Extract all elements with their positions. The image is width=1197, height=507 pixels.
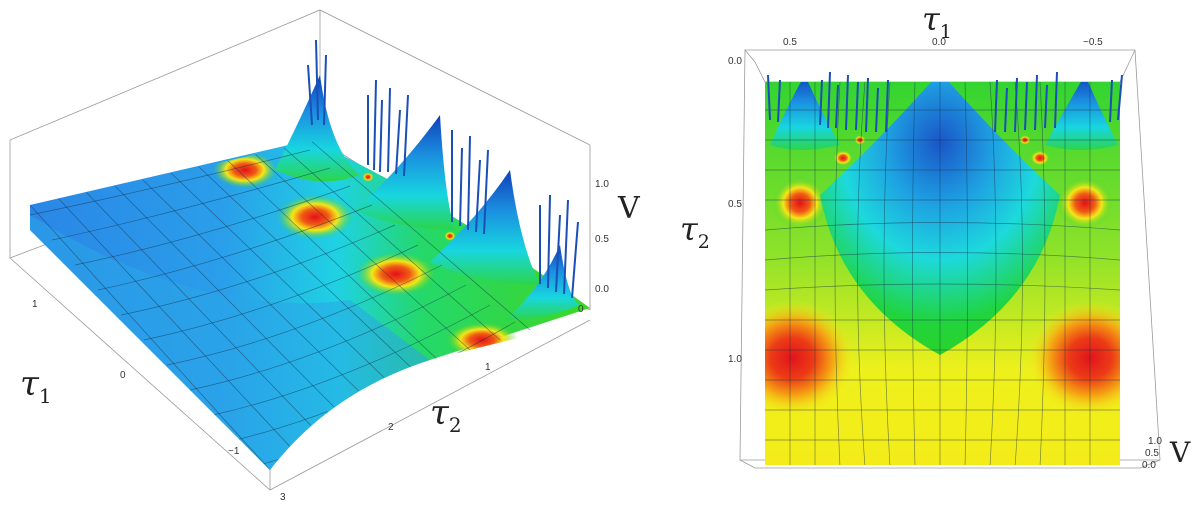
right-v-tick: 0.5 bbox=[1145, 448, 1159, 459]
left-tau1-tick: 1 bbox=[32, 299, 38, 310]
right-3d-surface-plot: 0.5 0.0 −0.5 0.0 0.5 1.0 1.0 0.5 0.0 τ1 … bbox=[680, 0, 1191, 471]
left-v-axis-label: V bbox=[617, 191, 641, 226]
right-tau1-axis-label: τ1 bbox=[922, 0, 952, 43]
left-tau1-tick: 0 bbox=[120, 370, 126, 381]
right-tau2-axis-label: τ2 bbox=[680, 210, 710, 253]
right-tau1-tick: −0.5 bbox=[1083, 37, 1103, 48]
right-tau1-ticks: 0.5 0.0 −0.5 bbox=[783, 37, 1103, 48]
left-spikes bbox=[307, 39, 579, 299]
right-v-ticks: 1.0 0.5 0.0 bbox=[1142, 436, 1162, 471]
right-tau1-tick: 0.5 bbox=[783, 37, 797, 48]
left-tau2-tick: 2 bbox=[388, 422, 394, 433]
left-tau1-axis-label: τ1 bbox=[20, 364, 52, 408]
left-v-ticks: 1.0 0.5 0.0 bbox=[595, 179, 609, 295]
right-surface bbox=[765, 82, 1120, 465]
left-v-tick: 0.5 bbox=[595, 234, 609, 245]
left-v-tick: 1.0 bbox=[595, 179, 609, 190]
left-surface-slope bbox=[30, 215, 430, 470]
right-tau2-tick: 0.0 bbox=[728, 56, 742, 67]
right-tau2-tick: 0.5 bbox=[728, 199, 742, 210]
right-spikes bbox=[767, 71, 1123, 133]
right-tau2-ticks: 0.0 0.5 1.0 bbox=[728, 56, 742, 365]
left-3d-surface-plot: 1 0 −1 0 1 2 3 1.0 0.5 0.0 τ1 τ2 V bbox=[9, 9, 641, 503]
right-v-axis-label: V bbox=[1169, 436, 1191, 469]
left-tau2-axis-label: τ2 bbox=[430, 393, 462, 437]
right-v-tick: 1.0 bbox=[1148, 436, 1162, 447]
right-mesh bbox=[765, 82, 1120, 465]
left-peaks bbox=[275, 39, 580, 320]
right-tau1-tick: 0.0 bbox=[932, 37, 946, 48]
left-tau1-ticks: 1 0 −1 bbox=[32, 299, 240, 457]
left-tau2-tick: 0 bbox=[578, 304, 584, 315]
left-tau2-tick: 3 bbox=[280, 492, 286, 503]
left-tau2-tick: 1 bbox=[485, 362, 491, 373]
right-v-tick: 0.0 bbox=[1142, 460, 1156, 471]
left-v-tick: 0.0 bbox=[595, 284, 609, 295]
left-tau1-tick: −1 bbox=[228, 446, 240, 457]
left-tau2-ticks: 0 1 2 3 bbox=[280, 304, 584, 503]
right-tau2-tick: 1.0 bbox=[728, 354, 742, 365]
